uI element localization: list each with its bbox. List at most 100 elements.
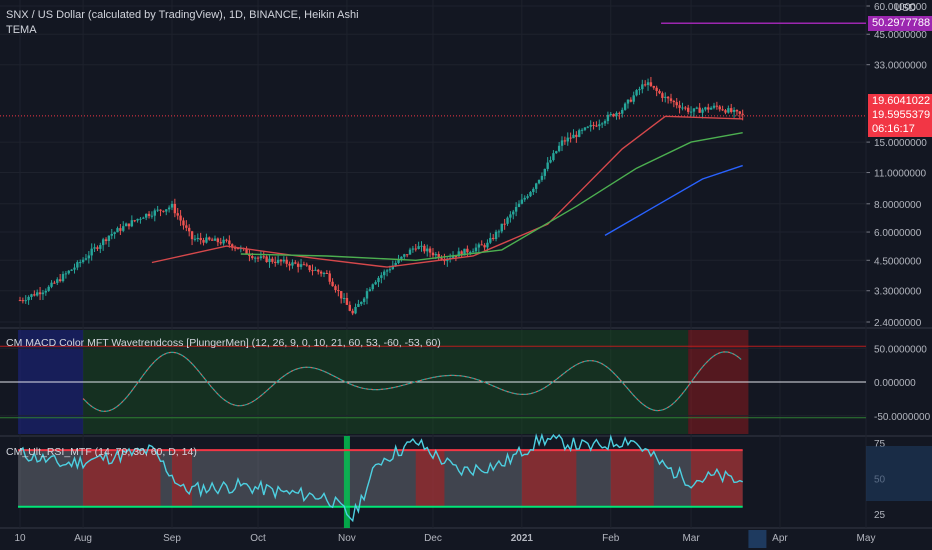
rsi-y-tick-label: 75 [874, 439, 886, 450]
candle-body [469, 252, 472, 254]
candle-body [606, 114, 610, 122]
candle-body [362, 298, 366, 302]
candle-body [704, 107, 707, 110]
candle-body [377, 277, 380, 283]
candle-body [411, 248, 415, 250]
candle-body [414, 248, 417, 250]
candle-body [56, 279, 59, 283]
candle-body [21, 300, 25, 302]
candle-body [678, 105, 681, 108]
candle-body [491, 237, 495, 239]
candle-body [623, 103, 627, 110]
candle-body [661, 93, 664, 98]
rsi-title[interactable]: CM_Ult_RSI_MTF (14, 70, 30, 60, D, 14) [6, 446, 197, 458]
ema-blue-line [604, 164, 743, 237]
candle-body [113, 232, 116, 234]
candle-body [621, 109, 624, 114]
candle-body [572, 134, 575, 139]
candle-body [494, 231, 498, 239]
x-tick-label: 2021 [511, 533, 534, 544]
candle-body [24, 300, 27, 302]
candle-body [153, 210, 156, 216]
candle-body [228, 240, 231, 245]
x-tick-label: Feb [602, 533, 620, 544]
candle-body [365, 291, 369, 299]
candle-body [580, 129, 584, 131]
candle-body [457, 251, 460, 257]
candle-body [560, 140, 564, 146]
candle-body [127, 223, 131, 227]
candle-body [262, 256, 265, 258]
x-tick-label: Apr [772, 533, 788, 544]
candle-body [727, 108, 730, 113]
last-price-tag: 19.6041022 [868, 94, 932, 109]
candle-body [712, 105, 716, 108]
candle-body [526, 196, 529, 198]
candle-body [279, 259, 283, 262]
candle-body [460, 251, 463, 256]
candle-body [394, 262, 397, 266]
candle-body [70, 269, 73, 271]
candle-body [701, 109, 704, 113]
rsi-overbought-zone [610, 450, 654, 507]
candle-body [50, 282, 53, 287]
candle-body [423, 245, 426, 252]
candle-body [546, 162, 549, 169]
candle-body [555, 151, 558, 154]
candle-body [276, 259, 280, 263]
candle-body [635, 90, 638, 96]
candle-body [81, 259, 85, 263]
indicator-label[interactable]: TEMA [6, 24, 37, 36]
candle-body [331, 281, 334, 287]
candle-body [299, 264, 303, 267]
candle-body [730, 108, 733, 112]
candle-body [732, 109, 736, 112]
candle-body [193, 238, 197, 240]
candle-body [93, 247, 96, 249]
candle-body [190, 231, 194, 240]
symbol-title: SNX / US Dollar (calculated by TradingVi… [6, 9, 359, 21]
candle-body [205, 237, 208, 243]
currency-label[interactable]: USD [894, 3, 916, 14]
rsi-line [19, 432, 743, 523]
candle-body [391, 265, 395, 270]
candle-body [431, 252, 435, 256]
candle-body [339, 291, 343, 299]
candle-body [537, 179, 541, 184]
candle-body [76, 262, 79, 268]
candle-body [210, 239, 214, 241]
candle-body [566, 137, 569, 142]
y-tick-label: 33.0000000 [874, 61, 927, 72]
candle-body [664, 96, 667, 98]
candle-body [388, 269, 392, 271]
candle-body [296, 263, 300, 267]
macd-title[interactable]: CM MACD Color MFT Wavetrendcoss [Plunger… [6, 337, 441, 349]
candle-body [549, 160, 552, 163]
time-axis-highlight [748, 530, 767, 548]
candle-body [383, 271, 386, 276]
y-tick-label: 2.4000000 [874, 318, 922, 329]
ema-green-line [240, 132, 743, 262]
candle-body [471, 251, 475, 253]
candle-body [403, 254, 406, 257]
candle-body [474, 247, 478, 252]
candle-body [672, 100, 676, 103]
candle-body [385, 270, 389, 272]
rsi-y-tick-label: 25 [874, 510, 886, 521]
candle-body [486, 242, 489, 248]
candle-body [503, 223, 506, 225]
candle-body [345, 298, 349, 305]
x-tick-label: Dec [424, 533, 442, 544]
candle-body [196, 237, 200, 239]
candle-body [463, 248, 466, 256]
candle-body [199, 237, 202, 241]
candle-body [44, 290, 48, 293]
candle-body [90, 248, 93, 256]
candle-body [47, 286, 50, 291]
candle-body [718, 106, 721, 110]
candle-body [408, 249, 412, 255]
candle-body [64, 273, 68, 275]
candle-body [681, 107, 684, 109]
candle-body [535, 183, 538, 189]
